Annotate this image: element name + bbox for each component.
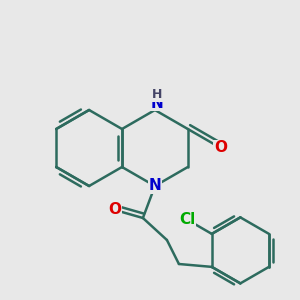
Text: Cl: Cl [179,212,196,227]
Text: N: N [148,178,161,194]
Text: N: N [151,95,163,110]
Text: O: O [108,202,122,217]
Text: H: H [152,88,162,101]
Text: O: O [214,140,227,155]
